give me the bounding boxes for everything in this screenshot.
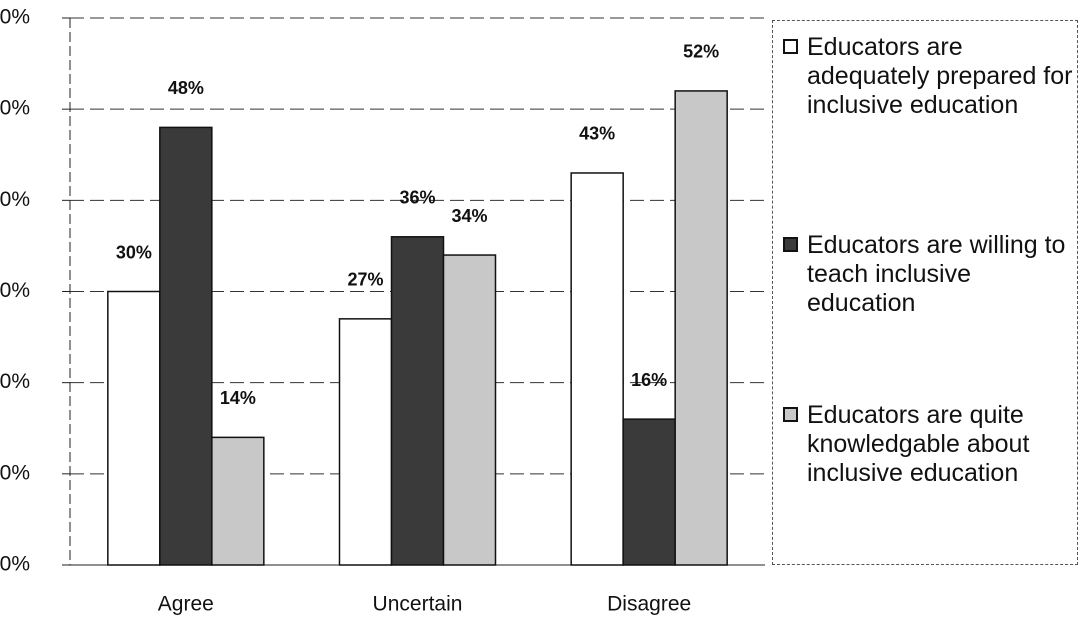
bar [674,90,728,566]
legend-item: Educators are willing to teach inclusive… [781,231,1077,318]
legend-label: Educators are willing to teach inclusive… [807,231,1066,317]
y-tick-label: 10% [0,461,30,484]
data-label: 16% [631,370,667,390]
legend-label: Educators are quite knowledgable about i… [807,401,1030,487]
y-tick-label: 60% [0,6,30,29]
data-label: 14% [220,388,256,408]
legend-item: Educators are adequately prepared for in… [781,33,1077,120]
bar [107,290,161,566]
bar [570,172,624,566]
y-tick-label: 20% [0,370,30,393]
data-label: 27% [347,270,383,290]
legend-label: Educators are adequately prepared for in… [807,33,1073,119]
data-label: 34% [451,206,487,226]
bar [338,318,393,566]
x-tick-label: Disagree [607,593,691,616]
data-label: 48% [168,78,204,98]
bar [442,254,497,566]
bar [211,436,265,566]
y-tick-label: 40% [0,188,30,211]
x-tick-label: Agree [158,593,214,616]
legend-swatch [783,407,798,422]
bar [159,126,213,566]
data-label: 43% [579,124,615,144]
legend: Educators are adequately prepared for in… [772,20,1078,565]
legend-swatch [783,39,798,54]
y-tick-label: 30% [0,279,30,302]
x-tick-label: Uncertain [373,593,463,616]
data-label: 52% [683,42,719,62]
bar [622,418,676,566]
data-label: 36% [399,188,435,208]
data-label: 30% [116,242,152,262]
y-tick-label: 50% [0,97,30,120]
legend-item: Educators are quite knowledgable about i… [781,401,1077,488]
legend-swatch [783,237,798,252]
bar [390,236,445,566]
y-tick-label: 0% [0,553,30,576]
